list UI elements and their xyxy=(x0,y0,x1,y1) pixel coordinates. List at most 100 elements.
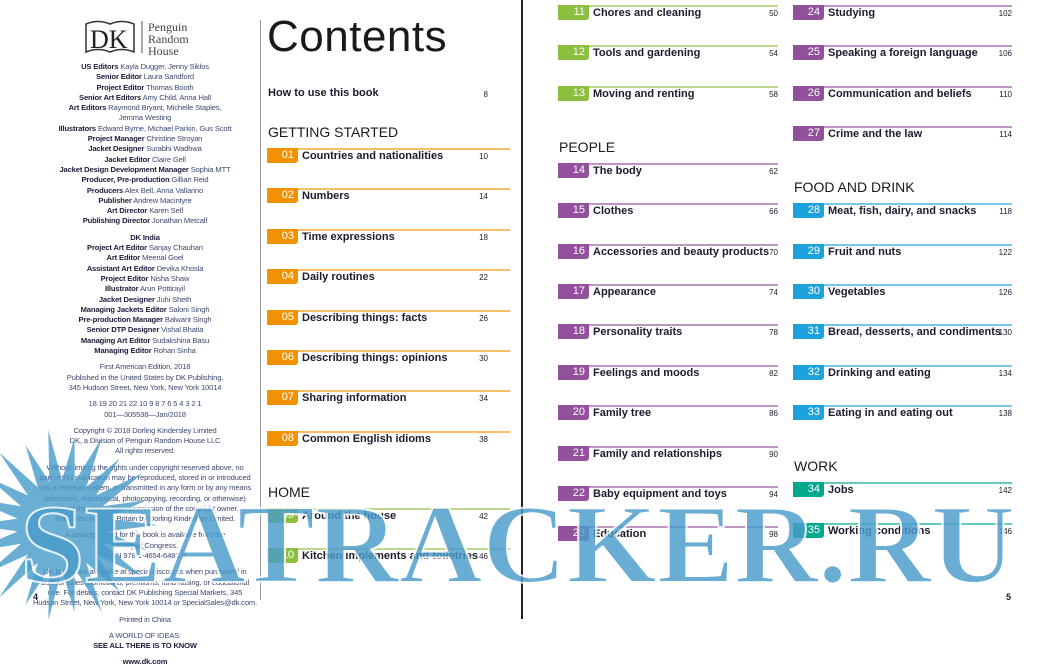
credit-name: Christine Stroyan xyxy=(146,134,203,144)
how-to-use-link[interactable]: How to use this book xyxy=(268,87,379,99)
entry-rule xyxy=(589,162,778,165)
column-divider xyxy=(260,20,261,600)
chapter-title: Common English idioms xyxy=(302,432,431,445)
credit-name: Gillian Reid xyxy=(171,175,209,185)
chapter-page: 126 xyxy=(998,288,1012,297)
chapter-page: 134 xyxy=(998,368,1012,378)
chapter-title: Bread, desserts, and condiments xyxy=(828,326,1001,339)
toc-entry[interactable]: 02 Numbers 14 xyxy=(267,188,510,204)
credit-role: Jacket Editor xyxy=(104,154,150,164)
toc-entry[interactable]: 03 Time expressions 18 xyxy=(267,228,510,245)
chapter-page: 98 xyxy=(769,530,778,540)
toc-entry[interactable]: 15 Clothes 66 xyxy=(558,203,778,219)
toc-entry[interactable]: 06 Describing things: opinions 30 xyxy=(267,350,510,366)
chapter-page: 142 xyxy=(998,486,1012,496)
toc-entry[interactable]: 01 Countries and nationalities 10 xyxy=(267,148,510,164)
website-link[interactable]: www.dk.com xyxy=(122,657,168,667)
toc-entry[interactable]: 27 Crime and the law 114 xyxy=(793,126,1012,142)
book-spine xyxy=(521,0,523,619)
credit-role: Producer, Pre-production xyxy=(81,175,170,185)
chapter-number: 12 xyxy=(558,45,589,61)
toc-entry[interactable]: 28 Meat, fish, dairy, and snacks 118 xyxy=(793,203,1012,219)
entry-rule xyxy=(824,405,1012,408)
text-line: Library of Congress. xyxy=(112,540,178,550)
entry-rule xyxy=(589,364,778,367)
credit-line: Publisher Andrew Macintyre xyxy=(30,196,260,206)
credit-role: Jacket Designer xyxy=(98,294,155,304)
toc-entry[interactable]: 30 Vegetables 126 xyxy=(793,284,1012,300)
chapter-title: Numbers xyxy=(302,190,350,203)
chapter-page: 38 xyxy=(479,434,488,444)
credit-line: Project Editor Nisha Shaw xyxy=(30,274,260,284)
toc-entry[interactable]: 23 Education 98 xyxy=(558,526,778,542)
toc-entry[interactable]: 16 Accessories and beauty products 70 xyxy=(558,243,778,260)
toc-entry[interactable]: 33 Eating in and eating out 138 xyxy=(793,405,1012,421)
toc-entry[interactable]: 34 Jobs 142 xyxy=(793,482,1012,498)
toc-entry[interactable]: 21 Family and relationships 90 xyxy=(558,445,778,462)
chapter-number: 33 xyxy=(793,405,824,421)
text-line: (electronic, mechanical, photocopying, r… xyxy=(44,493,246,503)
toc-entry[interactable]: 12 Tools and gardening 54 xyxy=(558,45,778,61)
chapter-number: 11 xyxy=(558,5,589,20)
toc-entry[interactable]: 22 Baby equipment and toys 94 xyxy=(558,486,778,502)
chapter-title: Drinking and eating xyxy=(828,366,931,379)
credit-name: Sophia MTT xyxy=(190,164,231,174)
text-line: Published in the United States by DK Pub… xyxy=(66,372,224,382)
chapter-title: Moving and renting xyxy=(593,87,695,100)
credit-name: Meenal Goel xyxy=(142,253,184,263)
chapter-title: Meat, fish, dairy, and snacks xyxy=(828,205,977,218)
chapter-title: Describing things: opinions xyxy=(302,352,448,364)
text-line: 18 19 20 21 22 10 9 8 7 6 5 4 3 2 1 xyxy=(88,399,202,409)
credit-line: Project Editor Thomas Booth xyxy=(30,83,260,93)
chapter-title: Chores and cleaning xyxy=(593,7,702,19)
text-line: DK, a Division of Penguin Random House L… xyxy=(69,436,221,446)
chapter-title: Countries and nationalities xyxy=(302,150,444,162)
toc-entry[interactable]: 20 Family tree 86 xyxy=(558,405,778,421)
credit-role: Pre-production Manager xyxy=(78,315,163,325)
chapter-title: Personality traits xyxy=(593,326,683,339)
toc-entry[interactable]: 29 Fruit and nuts 122 xyxy=(793,243,1012,260)
entry-rule xyxy=(589,405,778,408)
toc-entry[interactable]: 14 The body 62 xyxy=(558,162,778,179)
chapter-title: Family tree xyxy=(593,407,652,420)
entry-rule xyxy=(589,486,778,488)
chapter-title: Studying xyxy=(828,7,876,19)
credit-name: Amy Child, Anna Hall xyxy=(142,92,211,102)
entry-rule xyxy=(589,85,778,88)
toc-entry[interactable]: 19 Feelings and moods 82 xyxy=(558,364,778,381)
chapter-number: 34 xyxy=(793,482,824,498)
chapter-title: Crime and the law xyxy=(828,128,923,141)
chapter-number: 35 xyxy=(793,522,824,538)
toc-entry[interactable]: 35 Working conditions 146 xyxy=(793,522,1012,539)
toc-entry[interactable]: 24 Studying 102 xyxy=(793,5,1012,21)
toc-entry[interactable]: 10 Kitchen implements and toiletries 46 xyxy=(267,548,510,564)
credit-name: Andrew Macintyre xyxy=(133,195,192,205)
toc-entry[interactable]: 05 Describing things: facts 26 xyxy=(267,309,510,326)
toc-entry[interactable]: 32 Drinking and eating 134 xyxy=(793,364,1012,381)
chapter-title: Kitchen implements and toiletries xyxy=(302,550,479,563)
credit-role: Project Editor xyxy=(100,273,149,283)
entry-rule xyxy=(298,309,510,312)
special-sales: DK books are available at special discou… xyxy=(30,567,260,608)
text-line: DK books are available at special discou… xyxy=(43,567,247,577)
toc-entry[interactable]: 11 Chores and cleaning 50 xyxy=(558,5,778,21)
toc-entry[interactable]: 26 Communication and beliefs 110 xyxy=(793,85,1012,102)
credit-name: Rohan Sinha xyxy=(153,346,196,356)
toc-entry[interactable]: 08 Common English idioms 38 xyxy=(267,430,510,447)
toc-entry[interactable]: 18 Personality traits 78 xyxy=(558,324,778,340)
chapter-page: 62 xyxy=(769,166,778,176)
chapter-page: 74 xyxy=(769,288,778,297)
chapter-number: 02 xyxy=(267,188,298,204)
chapter-title: Time expressions xyxy=(302,230,395,243)
toc-entry[interactable]: 25 Speaking a foreign language 106 xyxy=(793,45,1012,61)
toc-entry[interactable]: 31 Bread, desserts, and condiments 130 xyxy=(793,324,1012,340)
credit-name: Edward Byrne, Michael Parkin, Gus Scott xyxy=(97,123,232,133)
chapter-page: 90 xyxy=(769,449,778,459)
chapter-number: 25 xyxy=(793,45,824,61)
toc-entry[interactable]: 04 Daily routines 22 xyxy=(267,269,510,285)
toc-entry[interactable]: 07 Sharing information 34 xyxy=(267,390,510,406)
toc-entry[interactable]: 09 Around the house 42 xyxy=(267,507,510,524)
credit-name: Karen Self xyxy=(149,206,184,216)
toc-entry[interactable]: 13 Moving and renting 58 xyxy=(558,85,778,102)
toc-entry[interactable]: 17 Appearance 74 xyxy=(558,284,778,300)
